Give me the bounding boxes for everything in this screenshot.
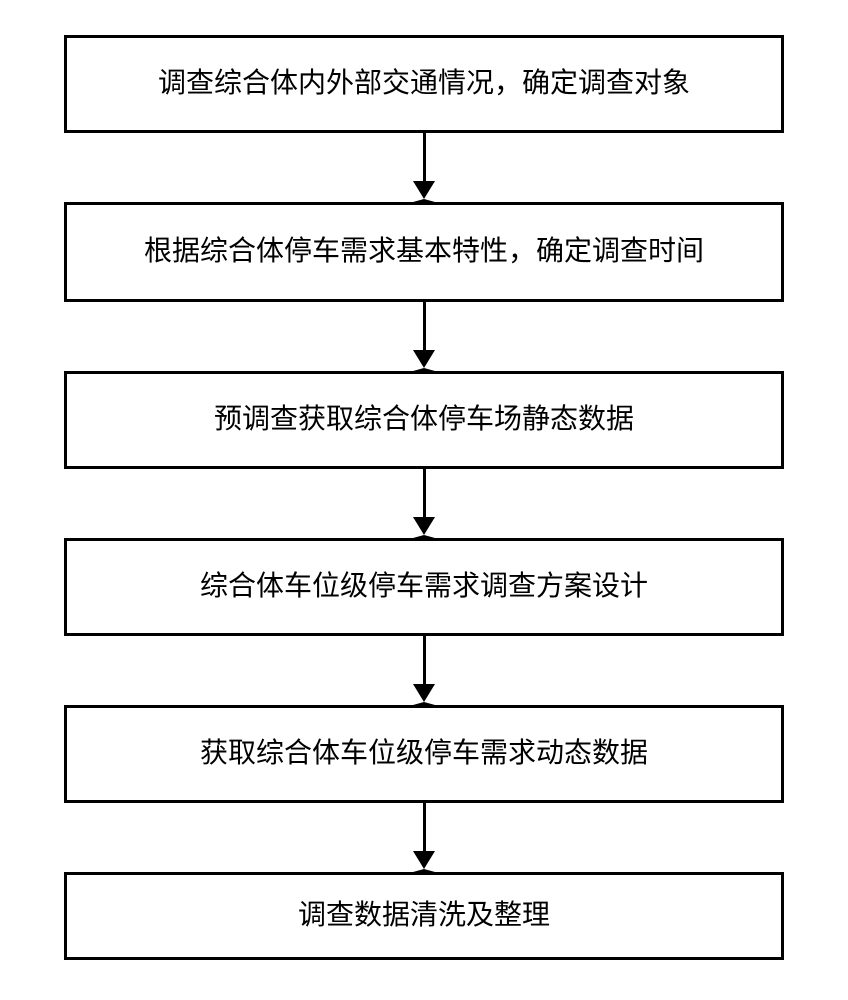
node-text: 根据综合体停车需求基本特性，确定调查时间: [144, 235, 704, 269]
arrow-line: [423, 636, 426, 684]
flowchart-arrow-4: [413, 636, 435, 705]
node-text: 调查数据清洗及整理: [298, 899, 550, 933]
arrow-head-icon: [413, 684, 435, 705]
flowchart-arrow-3: [413, 469, 435, 538]
flowchart-node-4: 综合体车位级停车需求调查方案设计: [64, 538, 784, 636]
arrow-line: [423, 803, 426, 851]
flowchart-node-2: 根据综合体停车需求基本特性，确定调查时间: [64, 202, 784, 302]
arrow-head-icon: [413, 517, 435, 538]
arrow-line: [423, 133, 426, 181]
flowchart-node-1: 调查综合体内外部交通情况，确定调查对象: [64, 35, 784, 133]
arrow-head-icon: [413, 181, 435, 202]
flowchart-node-6: 调查数据清洗及整理: [64, 872, 784, 960]
node-text: 综合体车位级停车需求调查方案设计: [200, 570, 648, 604]
node-text: 预调查获取综合体停车场静态数据: [214, 403, 634, 437]
arrow-line: [423, 302, 426, 350]
node-text: 调查综合体内外部交通情况，确定调查对象: [158, 67, 690, 101]
arrow-head-icon: [413, 350, 435, 371]
flowchart-node-5: 获取综合体车位级停车需求动态数据: [64, 705, 784, 803]
flowchart-arrow-1: [413, 133, 435, 202]
flowchart-arrow-5: [413, 803, 435, 872]
flowchart-arrow-2: [413, 302, 435, 371]
arrow-head-icon: [413, 851, 435, 872]
node-text: 获取综合体车位级停车需求动态数据: [200, 737, 648, 771]
flowchart-node-3: 预调查获取综合体停车场静态数据: [64, 371, 784, 469]
flowchart-container: 调查综合体内外部交通情况，确定调查对象 根据综合体停车需求基本特性，确定调查时间…: [64, 35, 784, 960]
arrow-line: [423, 469, 426, 517]
